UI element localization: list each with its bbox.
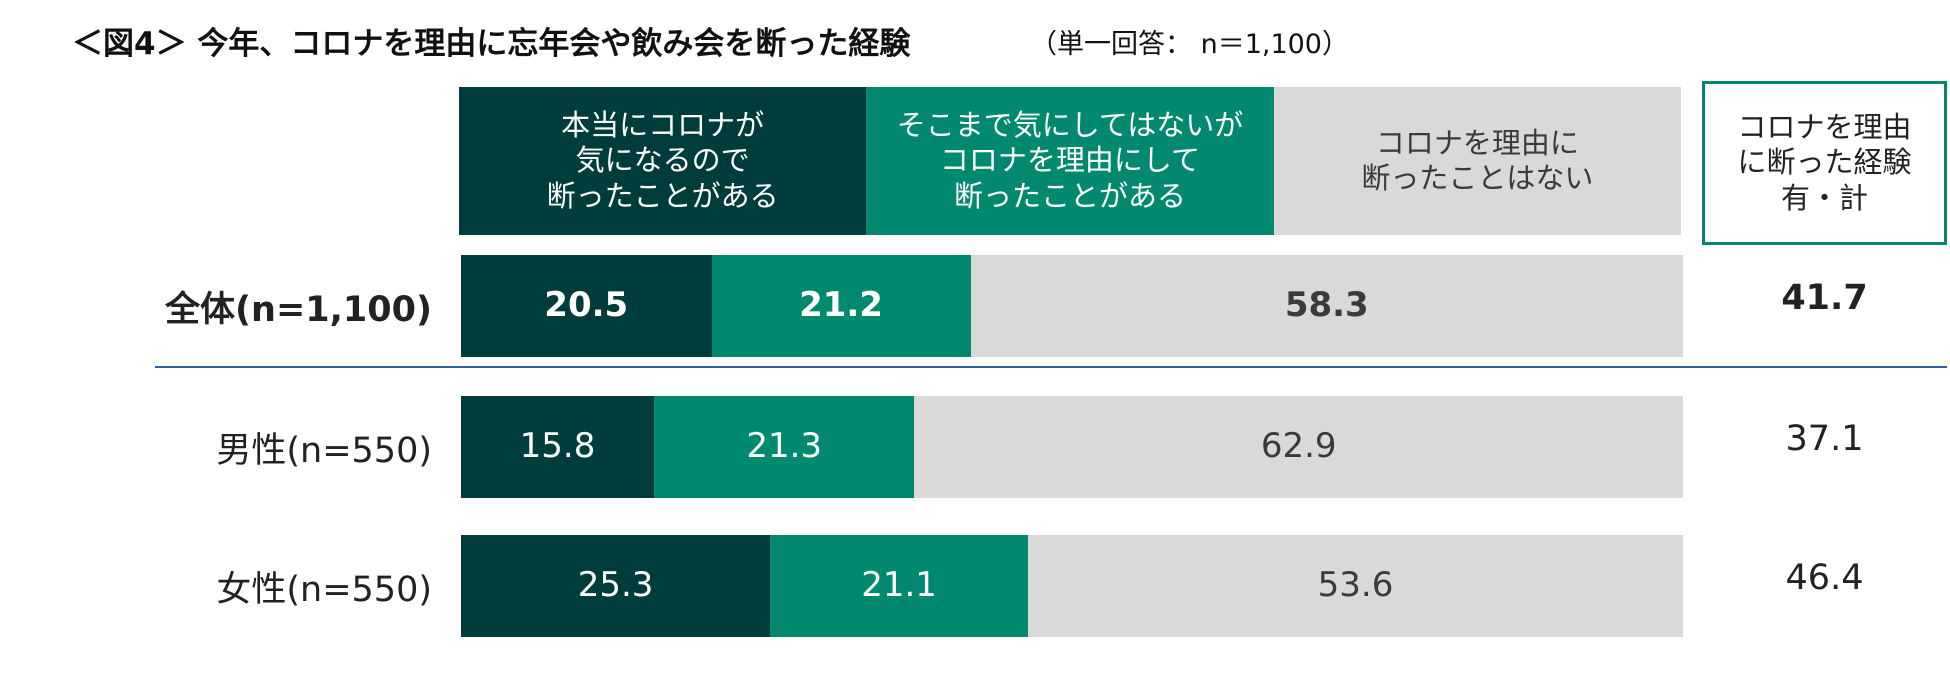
bar-segment [770, 535, 1028, 637]
chart-subtitle: （単一回答： n＝1,100） [1030, 29, 1349, 60]
bar-value-label: 21.3 [746, 426, 823, 467]
totals-header: コロナを理由 に断った経験 有・計 [1702, 81, 1947, 245]
bar-segment [914, 396, 1683, 498]
bar-value-label: 20.5 [544, 285, 629, 326]
bar-value-label: 25.3 [577, 565, 654, 606]
bar-value-label: 53.6 [1317, 565, 1394, 606]
row-label: 全体(n=1,100) [165, 289, 432, 330]
bar-segment [970, 255, 1683, 357]
bar-segment [1028, 535, 1683, 637]
legend-cell: コロナを理由に 断ったことはない [1273, 87, 1681, 235]
bar-value-label: 21.2 [799, 285, 883, 326]
separator-line [155, 366, 1947, 368]
bar-segment [461, 535, 771, 637]
total-value: 41.7 [1781, 277, 1868, 318]
row-label: 女性(n=550) [216, 569, 432, 610]
chart-title: ＜図4＞ 今年、コロナを理由に忘年会や飲み会を断った経験 [72, 26, 911, 62]
legend-cell: 本当にコロナが 気になるので 断ったことがある [459, 87, 867, 235]
bar-value-label: 58.3 [1284, 285, 1369, 326]
bar-value-label: 21.1 [861, 565, 937, 606]
bar-segment [711, 255, 971, 357]
bar-segment [461, 255, 712, 357]
bar-segment [654, 396, 915, 498]
total-value: 37.1 [1785, 418, 1864, 459]
total-value: 46.4 [1785, 557, 1864, 598]
row-label: 男性(n=550) [216, 430, 432, 471]
legend-cell: そこまで気にしてはないが コロナを理由にして 断ったことがある [866, 87, 1274, 235]
bar-value-label: 62.9 [1260, 426, 1337, 467]
bar-segment [461, 396, 655, 498]
bar-value-label: 15.8 [519, 426, 596, 467]
